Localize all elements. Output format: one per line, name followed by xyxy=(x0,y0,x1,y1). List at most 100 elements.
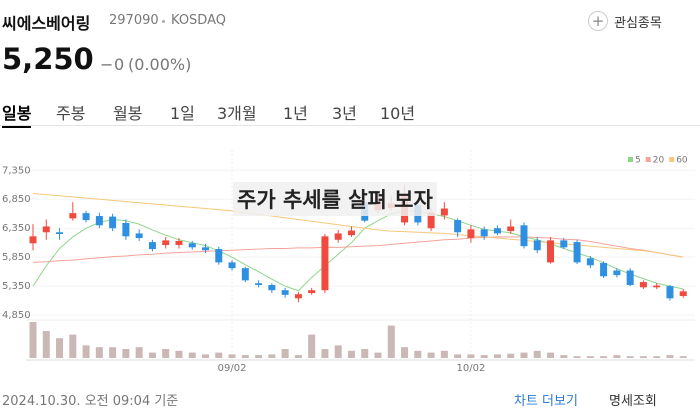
candle-body xyxy=(454,220,462,233)
candle-body xyxy=(467,229,475,239)
divider xyxy=(0,125,700,126)
volume-bar xyxy=(69,334,77,358)
candle-body xyxy=(347,230,355,236)
change-pct: (0.00%) xyxy=(128,55,192,74)
volume-bar xyxy=(361,349,369,358)
moving-average xyxy=(32,236,684,263)
change-sign: − xyxy=(100,55,114,74)
candle-body xyxy=(586,258,594,266)
tab[interactable]: 1일 xyxy=(170,104,195,123)
candle-body xyxy=(202,247,210,251)
volume-bar xyxy=(122,349,130,358)
volume-bar xyxy=(573,356,581,358)
tab[interactable]: 월봉 xyxy=(113,104,143,123)
volume-bar xyxy=(162,349,170,358)
y-tick-label: 6,350 xyxy=(2,223,31,234)
candle-body xyxy=(228,262,236,269)
volume-bar xyxy=(613,355,621,358)
volume-bar xyxy=(215,352,223,358)
candle-body xyxy=(573,242,581,263)
candle-body xyxy=(440,208,448,216)
legend-swatch xyxy=(669,157,675,162)
moving-average xyxy=(32,210,684,292)
x-tick-label: 09/02 xyxy=(218,363,247,374)
candle-body xyxy=(480,229,488,237)
watch-button[interactable]: 관심종목 xyxy=(614,16,662,31)
candle-body xyxy=(95,216,103,226)
candle-body xyxy=(639,282,647,288)
volume-bar xyxy=(493,354,501,358)
candle-body xyxy=(135,233,143,239)
candle-body xyxy=(109,216,117,229)
volume-bar xyxy=(454,354,462,358)
stock-name: 씨에스베어링 xyxy=(2,14,91,33)
volume-bar xyxy=(374,352,382,358)
change: 0 xyxy=(114,55,125,74)
volume-bar xyxy=(95,347,103,358)
volume-bar xyxy=(308,334,316,358)
volume-bar xyxy=(440,350,448,358)
candle-body xyxy=(533,240,541,251)
volume-bar xyxy=(148,352,156,358)
volume-bar xyxy=(255,355,263,358)
candle-body xyxy=(613,270,621,276)
candle-body xyxy=(255,283,263,285)
volume-bar xyxy=(56,338,64,358)
candle-body xyxy=(321,236,329,291)
candle-body xyxy=(241,268,249,281)
candle-body xyxy=(294,294,302,299)
volume-bar xyxy=(202,354,210,358)
candle-body xyxy=(666,286,674,299)
candle-body xyxy=(427,212,435,229)
y-tick-label: 6,850 xyxy=(2,194,31,205)
volume-bar xyxy=(480,355,488,358)
volume-bar xyxy=(401,347,409,358)
candle-body xyxy=(42,226,50,233)
candle-body xyxy=(148,242,156,250)
add-icon[interactable]: + xyxy=(588,11,608,31)
y-tick-label: 4,850 xyxy=(2,310,31,321)
legend-swatch xyxy=(628,157,633,162)
volume-bar xyxy=(507,353,515,358)
candle-body xyxy=(268,284,276,291)
volume-bar xyxy=(347,350,355,358)
volume-bar xyxy=(520,352,528,358)
tab[interactable]: 3년 xyxy=(332,104,357,123)
volume-bar xyxy=(387,325,395,358)
volume-bar xyxy=(414,350,422,358)
candle-body xyxy=(334,233,342,240)
volume-bar xyxy=(188,352,196,358)
candle-body xyxy=(162,240,170,246)
tab[interactable]: 주봉 xyxy=(56,104,86,123)
chart: 7,350 6,850 6,350 5,850 5,350 4,850 09/02 10/02… xyxy=(2,150,695,374)
volume-bar xyxy=(626,356,634,358)
volume-bar xyxy=(586,356,594,358)
volume-bar xyxy=(639,356,647,358)
volume-bar xyxy=(175,350,183,358)
overlay-caption: 주가 추세를 살펴 보자 xyxy=(233,182,437,216)
stock-code: 297090 xyxy=(109,13,159,28)
candle-body xyxy=(122,222,130,237)
tab[interactable]: 1년 xyxy=(283,104,308,123)
candle-body xyxy=(547,240,555,263)
volume-bar xyxy=(533,350,541,358)
separator-dot xyxy=(162,20,165,23)
candle-body xyxy=(69,213,77,219)
page: 씨에스베어링 297090 KOSDAQ + 관심종목 5,250 − 0 (0… xyxy=(0,11,700,409)
candle-body xyxy=(82,213,90,221)
tab[interactable]: 10년 xyxy=(380,104,416,123)
candle-body xyxy=(626,270,634,285)
volume-bar xyxy=(29,322,37,358)
candle-body xyxy=(560,240,568,248)
y-tick-label: 5,350 xyxy=(2,281,31,292)
candle-body xyxy=(281,290,289,295)
y-tick-label: 7,350 xyxy=(2,165,31,176)
legend-swatch xyxy=(645,157,651,162)
volume-bar xyxy=(82,345,90,358)
legend-label: 5 xyxy=(635,156,641,166)
tab[interactable]: 3개월 xyxy=(217,104,257,123)
volume-bar xyxy=(547,352,555,358)
volume-bar xyxy=(241,355,249,358)
volume-bar xyxy=(321,349,329,358)
tab[interactable]: 일봉 xyxy=(2,100,32,128)
